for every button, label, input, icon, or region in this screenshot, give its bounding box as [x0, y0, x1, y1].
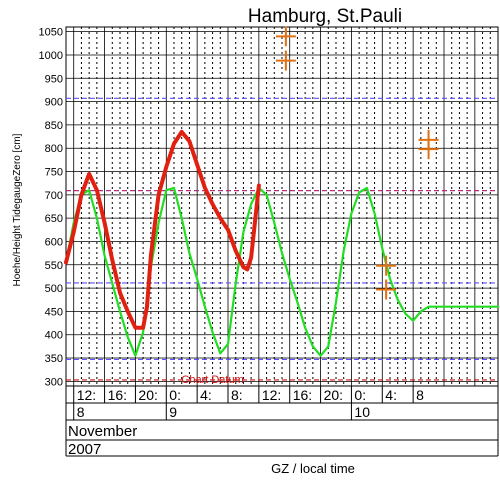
- x-tick-label: 20:: [138, 387, 157, 403]
- y-tick-label: 500: [45, 283, 63, 295]
- chart-datum-label: Chart Datum: [181, 374, 243, 386]
- predicted-tide-line: [64, 186, 500, 357]
- high-water-marker: [376, 279, 397, 300]
- y-tick-label: 950: [45, 73, 63, 85]
- x-tick-label: 0:: [354, 387, 366, 403]
- x-tick-label: 4:: [385, 387, 397, 403]
- x-tick-label: 8: [416, 387, 424, 403]
- y-tick-label: 900: [45, 97, 63, 109]
- x-axis-table: November 2007 12: 16: 20: 0: 4: 8: 12: 16: 20: 0:…: [65, 385, 499, 458]
- grid: [65, 26, 499, 387]
- y-tick-label: 1050: [39, 27, 63, 39]
- reference-lines: Chart Datum: [66, 97, 498, 386]
- y-tick-label: 700: [45, 190, 63, 202]
- year-label: 2007: [68, 441, 101, 458]
- x-tick-label: 12:: [262, 387, 281, 403]
- day-label: 8: [77, 404, 85, 420]
- chart-title: Hamburg, St.Pauli: [248, 6, 402, 27]
- day-label: 10: [354, 404, 370, 420]
- y-tick-label: 650: [45, 213, 63, 225]
- y-tick-label: 1000: [39, 50, 63, 62]
- y-tick-label: 600: [45, 236, 63, 248]
- y-tick-label: 400: [45, 330, 63, 342]
- y-tick-label: 450: [45, 306, 63, 318]
- y-tick-labels: 300 350 400 450 500 550 600 650 700 750 800 850 900 9…: [39, 27, 63, 389]
- day-label: 9: [169, 404, 177, 420]
- observed-tide-line: [64, 129, 261, 330]
- x-tick-label: 16:: [108, 387, 127, 403]
- y-tick-label: 750: [45, 167, 63, 179]
- x-tick-label: 20:: [324, 387, 343, 403]
- x-tick-label: 4:: [200, 387, 212, 403]
- y-axis-label: Hoehe/Height TidegaugeZero [cm]: [12, 133, 23, 286]
- x-tick-label: 16:: [293, 387, 312, 403]
- series-lines: [64, 129, 500, 357]
- y-tick-label: 850: [45, 120, 63, 132]
- high-water-marker: [275, 26, 296, 47]
- high-water-marker: [275, 50, 296, 71]
- x-tick-label: 0:: [169, 387, 181, 403]
- month-label: November: [68, 423, 137, 440]
- x-axis-label: GZ / local time: [271, 461, 355, 476]
- y-tick-label: 550: [45, 260, 63, 272]
- high-water-marker: [376, 255, 397, 276]
- y-tick-label: 350: [45, 353, 63, 365]
- high-water-marker: [418, 139, 439, 160]
- x-tick-label: 8:: [231, 387, 243, 403]
- y-tick-label: 800: [45, 143, 63, 155]
- x-tick-label: 12:: [77, 387, 96, 403]
- markers: [275, 26, 439, 300]
- y-tick-label: 300: [45, 376, 63, 388]
